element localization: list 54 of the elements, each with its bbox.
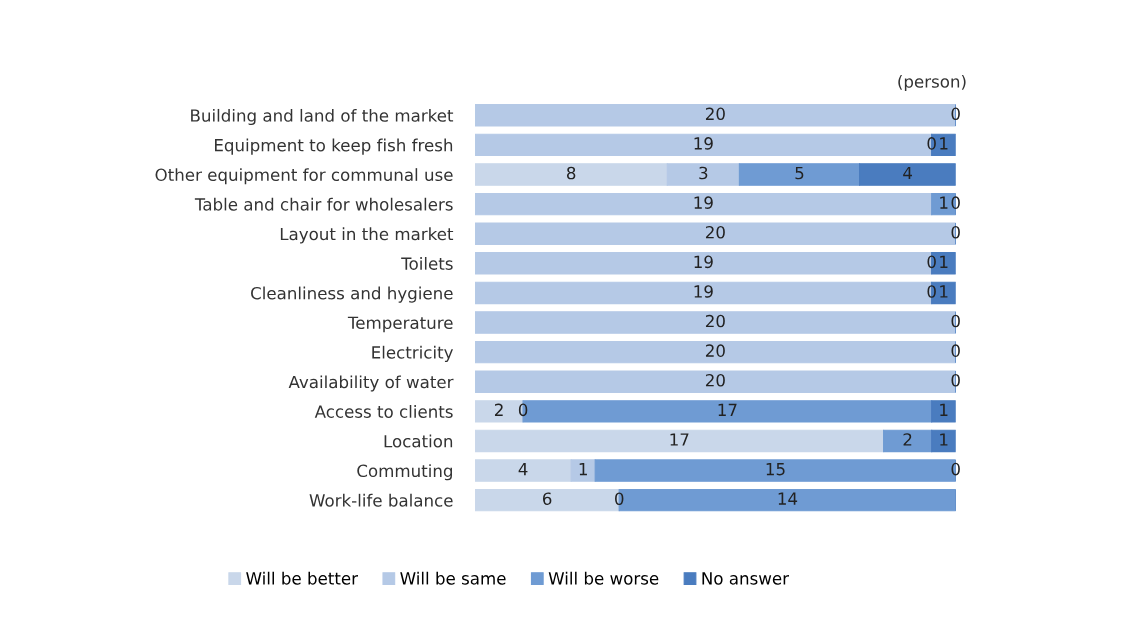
data-label: 0 xyxy=(518,403,528,417)
data-label: 4 xyxy=(903,166,912,180)
y-tick-label: Electricity xyxy=(372,345,453,362)
data-label: 1 xyxy=(940,137,948,150)
y-tick-label: Toilets xyxy=(401,256,453,270)
data-label: 1 xyxy=(940,255,948,268)
data-label: 5 xyxy=(795,166,804,180)
y-tick-label: Cleanliness and hygiene xyxy=(251,286,453,303)
legend-label: Will be same xyxy=(400,571,506,585)
data-label: 4 xyxy=(518,463,528,476)
data-label: 19 xyxy=(694,196,713,209)
y-tick-label: Other equipment for communal use xyxy=(155,168,453,185)
data-label: 3 xyxy=(699,166,708,180)
data-label: 0 xyxy=(951,107,960,121)
y-tick-label: Location xyxy=(384,434,453,448)
legend-label: No answer xyxy=(702,572,790,585)
data-label: 1 xyxy=(940,285,948,298)
legend-label: Will be better xyxy=(246,571,358,585)
text: (person) xyxy=(898,74,966,92)
data-label: 20 xyxy=(705,225,725,239)
data-label: 1 xyxy=(940,403,948,416)
data-label: 6 xyxy=(542,492,552,505)
y-tick-label: Building and land of the market xyxy=(191,108,454,126)
data-label: 20 xyxy=(705,344,725,357)
data-label: 0 xyxy=(951,225,960,239)
y-tick-label: Equipment to keep fish fresh xyxy=(215,138,453,155)
data-label: 19 xyxy=(694,137,713,150)
data-label: 19 xyxy=(694,285,713,298)
data-label: 15 xyxy=(766,463,785,476)
y-tick-label: Layout in the market xyxy=(280,227,454,244)
y-tick-label: Access to clients xyxy=(314,405,453,418)
legend-label: Will be worse xyxy=(548,571,659,585)
y-tick-label: Temperature xyxy=(347,316,453,333)
y-tick-label: Availability of water xyxy=(288,375,454,392)
data-label: 17 xyxy=(670,433,689,446)
data-label: 2 xyxy=(494,403,503,416)
data-label: 8 xyxy=(566,166,576,180)
data-label: 20 xyxy=(705,314,725,328)
y-tick-label: Commuting xyxy=(357,464,452,481)
data-label: 17 xyxy=(718,403,737,416)
data-label: 2 xyxy=(903,433,912,446)
data-label: 0 xyxy=(615,492,624,505)
data-label: 19 xyxy=(694,255,713,269)
data-label: 0 xyxy=(951,373,960,387)
data-label: 1 xyxy=(940,196,948,209)
data-label: 0 xyxy=(951,344,960,357)
data-label: 0 xyxy=(951,314,960,328)
data-label: 14 xyxy=(778,492,798,505)
y-tick-label: Table and chair for wholesalers xyxy=(194,197,453,211)
data-label: 20 xyxy=(705,107,725,121)
data-label: 20 xyxy=(705,373,725,387)
data-label: 1 xyxy=(579,463,587,476)
y-tick-label: Work-life balance xyxy=(309,493,453,507)
data-label: 1 xyxy=(940,433,948,446)
